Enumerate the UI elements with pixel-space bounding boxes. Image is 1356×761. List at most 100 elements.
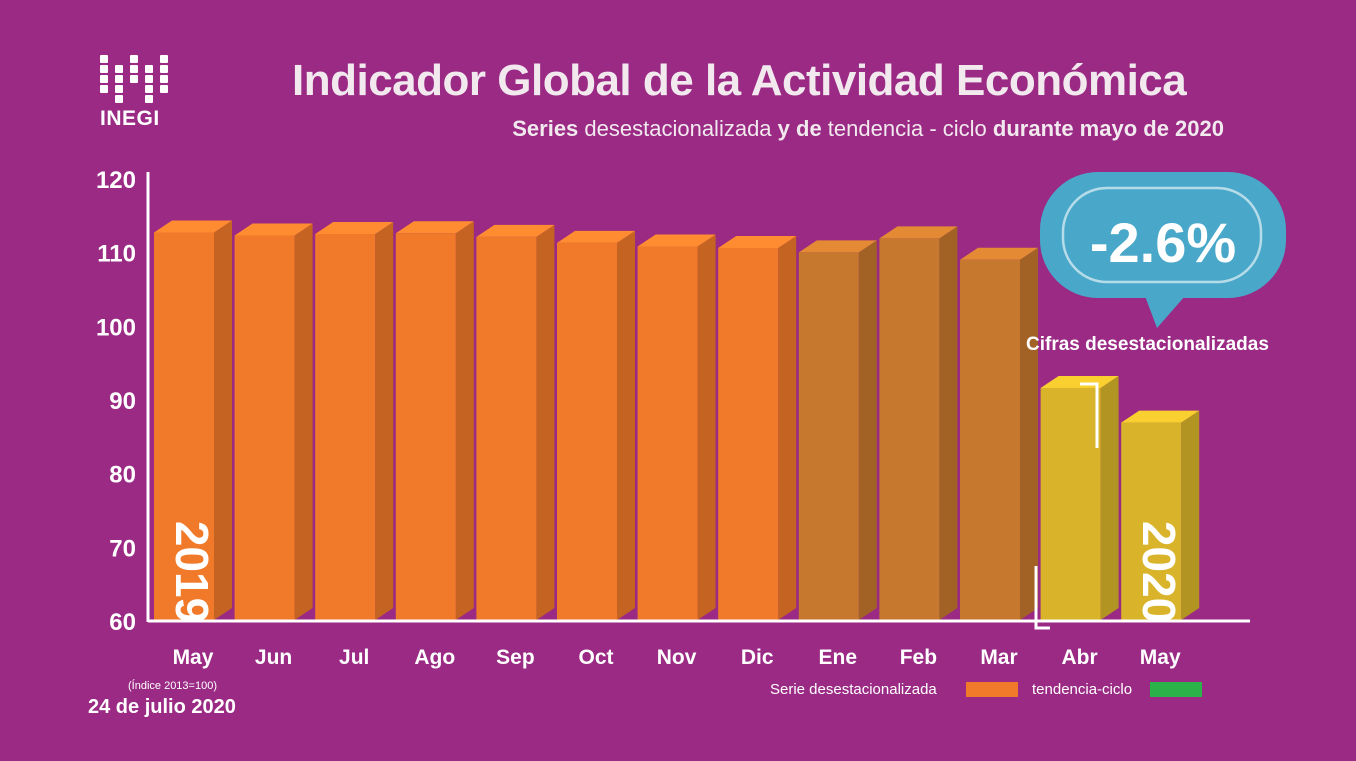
- logo-dot: [100, 55, 108, 63]
- page-title: Indicador Global de la Actividad Económi…: [292, 56, 1187, 105]
- bar-top: [1121, 410, 1200, 423]
- bar-side: [697, 234, 716, 620]
- x-tick-label: Sep: [496, 646, 535, 669]
- bar-top: [234, 223, 313, 236]
- bar-1: [234, 223, 313, 620]
- bar-2: [315, 221, 394, 620]
- bar: [1040, 387, 1101, 620]
- x-tick-label: Ago: [414, 646, 455, 669]
- bar-top: [879, 226, 958, 239]
- bar: [798, 252, 859, 621]
- bar-top: [1040, 375, 1119, 388]
- x-tick-label: Nov: [657, 646, 697, 669]
- callout-ring: [1061, 186, 1263, 284]
- x-tick-label: Jul: [339, 646, 369, 669]
- bar: [315, 233, 376, 620]
- bar-10: [960, 247, 1038, 620]
- bar: [960, 259, 1020, 620]
- y-tick-label: 80: [109, 462, 136, 489]
- bar: [879, 238, 940, 620]
- bar-12: [1121, 410, 1200, 620]
- inegi-logo: INEGI: [100, 55, 180, 131]
- logo-dot: [145, 75, 153, 83]
- bar: [1121, 422, 1182, 620]
- bar-0: [154, 220, 232, 620]
- logo-text: INEGI: [100, 107, 160, 130]
- subtitle-part-1: Series: [512, 116, 579, 141]
- logo-dot: [130, 55, 138, 63]
- callout-bubble: [1040, 172, 1286, 298]
- bar-side: [778, 235, 797, 620]
- bar-top: [960, 247, 1038, 260]
- logo-dot: [100, 75, 108, 83]
- bar-6: [637, 234, 716, 620]
- x-tick-label: Mar: [980, 646, 1017, 669]
- callout-layer: -2.6%: [1040, 172, 1286, 328]
- legend-label-tendencia: tendencia-ciclo: [1032, 681, 1133, 698]
- bar-side: [1100, 375, 1119, 620]
- callout-pointer: [1145, 296, 1185, 328]
- y-tick-label: 100: [96, 314, 136, 341]
- publication-date: 24 de julio 2020: [88, 696, 236, 718]
- logo-dot: [100, 65, 108, 73]
- page-subtitle: Series desestacionalizada y de tendencia…: [512, 116, 1224, 142]
- subtitle-part-4: tendencia - ciclo: [821, 116, 993, 141]
- subtitle-part-5: durante mayo de 2020: [992, 116, 1224, 141]
- axis-layer: 60 70 80 90 100 110 120 May Jun Jul Ago Sep Oct Nov Di…: [96, 167, 1250, 669]
- bar-top: [154, 220, 232, 233]
- x-tick-label: May: [173, 646, 214, 669]
- bar-side: [1020, 247, 1038, 620]
- y-tick-label: 70: [109, 535, 136, 562]
- subtitle-part-2: desestacionalizada: [578, 116, 778, 141]
- logo-dot-grid: [100, 55, 180, 105]
- x-tick-label: Abr: [1062, 646, 1098, 669]
- logo-dot: [160, 55, 168, 63]
- bar-side: [455, 221, 474, 620]
- bar: [637, 246, 698, 620]
- bar: [395, 233, 456, 620]
- bar: [476, 236, 537, 620]
- logo-dot: [145, 85, 153, 93]
- bars-layer: [154, 220, 1200, 621]
- marker-line: [1034, 566, 1050, 630]
- bar-top: [315, 221, 394, 234]
- x-tick-label: Feb: [900, 646, 937, 669]
- y-tick-label: 120: [96, 167, 136, 194]
- subtitle-part-3: y de: [777, 116, 822, 141]
- legend-swatch-desestacionalizada: [966, 682, 1018, 697]
- bar-top: [395, 221, 474, 234]
- bar-11: [1040, 375, 1119, 620]
- legend-swatch-tendencia: [1150, 682, 1202, 697]
- bar-top: [798, 240, 877, 253]
- callout-note: Cifras desestacionalizadas: [1026, 334, 1269, 355]
- y-tick-label: 90: [109, 388, 136, 415]
- bar-side: [294, 223, 313, 620]
- marker-line: [1080, 382, 1099, 448]
- bar-side: [939, 226, 958, 620]
- bar-side: [617, 230, 635, 620]
- index-base-note: (Índice 2013=100): [128, 680, 217, 692]
- bar-top: [718, 235, 797, 248]
- logo-dot: [100, 85, 108, 93]
- bar: [718, 247, 779, 620]
- bar-5: [557, 230, 635, 620]
- x-tick-label: Ene: [819, 646, 858, 669]
- logo-dot: [115, 85, 123, 93]
- bar-3: [395, 221, 474, 620]
- x-tick-label: Dic: [741, 646, 774, 669]
- bar-7: [718, 235, 797, 620]
- bar-side: [536, 224, 555, 620]
- year-label-2019: 2019: [166, 521, 218, 623]
- logo-dot: [160, 65, 168, 73]
- year-label-2020: 2020: [1133, 521, 1185, 623]
- bar: [234, 235, 295, 620]
- logo-dot: [145, 95, 153, 103]
- x-tick-label: Jun: [255, 646, 292, 669]
- callout-value: -2.6%: [1090, 211, 1236, 274]
- logo-dot: [115, 95, 123, 103]
- y-tick-label: 60: [109, 609, 136, 636]
- x-tick-label: May: [1140, 646, 1181, 669]
- bar-9: [879, 226, 958, 620]
- logo-dot: [115, 75, 123, 83]
